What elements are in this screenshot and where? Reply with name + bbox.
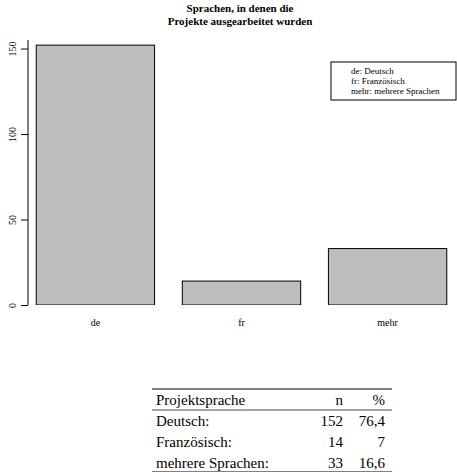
x-tick-label: de [91, 317, 101, 328]
y-tick-mark [21, 305, 28, 306]
table-cell: 14 [328, 434, 344, 450]
x-tick-label: fr [238, 317, 245, 328]
table-cell: 76,4 [359, 413, 386, 429]
legend: de: Deutschfr: Französischmehr: mehrere … [331, 62, 456, 100]
table-cell: 152 [321, 413, 344, 429]
table-cell: 7 [378, 434, 386, 450]
title: Sprachen, in denen dieProjekte ausgearbe… [168, 2, 313, 27]
y-tick-mark [21, 134, 28, 135]
y-axis: 0 50 100 150 [7, 40, 28, 308]
legend-entry: mehr: mehrere Sprachen [351, 86, 440, 96]
y-tick: 50 [7, 215, 28, 225]
legend-entry: fr: Französisch [351, 76, 405, 86]
table-rule [152, 389, 392, 390]
y-tick: 150 [7, 42, 28, 57]
table-cell: mehrere Sprachen: [156, 455, 269, 471]
title-line: Projekte ausgearbeitet wurden [168, 15, 313, 27]
y-tick-label: 0 [7, 303, 18, 308]
bar [36, 45, 154, 305]
legend-entry: de: Deutsch [351, 66, 394, 76]
y-tick-label: 50 [7, 215, 18, 225]
table-header: % [373, 392, 386, 408]
table-cell: 33 [328, 455, 343, 471]
bars [36, 45, 447, 305]
x-tick-label: mehr [377, 317, 398, 328]
table-rule [152, 410, 392, 411]
table-header: Projektsprache [156, 392, 245, 408]
y-tick-mark [21, 220, 28, 221]
y-tick-mark [21, 49, 28, 50]
chart: Sprachen, in denen dieProjekte ausgearbe… [0, 0, 457, 472]
table-cell: 16,6 [359, 455, 386, 471]
legend-box [331, 62, 456, 100]
table-header: n [336, 392, 344, 408]
y-tick: 0 [7, 303, 28, 308]
bar [328, 249, 446, 305]
y-tick: 100 [7, 127, 28, 142]
x-labels: de fr mehr [91, 317, 399, 328]
y-axis-line [28, 40, 29, 305]
title-line: Sprachen, in denen die [187, 2, 294, 14]
table-cell: Französisch: [156, 434, 232, 450]
table: Projektsprache n% Deutsch: 152 76,4 Französis… [152, 389, 392, 472]
bar [182, 281, 300, 305]
y-tick-label: 150 [7, 42, 18, 57]
y-tick-label: 100 [7, 127, 18, 142]
table-cell: Deutsch: [156, 413, 209, 429]
